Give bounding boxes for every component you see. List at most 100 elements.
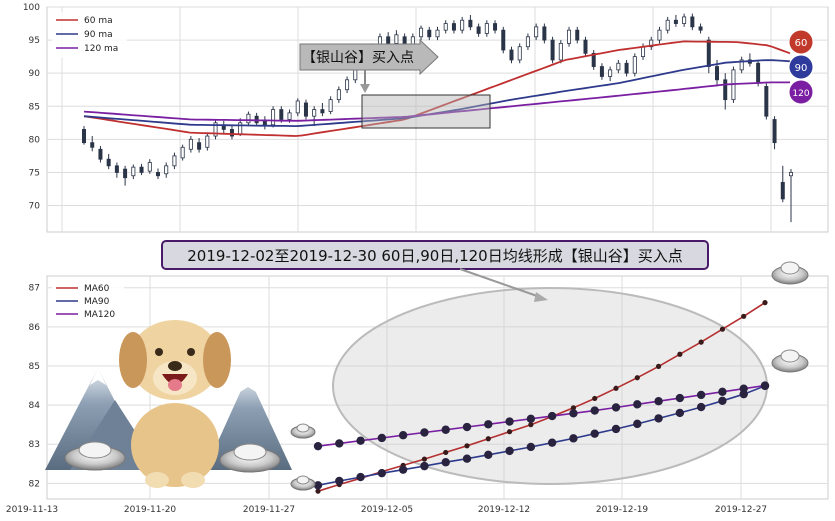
y-tick-label: 85 xyxy=(29,102,40,112)
candle xyxy=(608,66,613,82)
data-point-ma90 xyxy=(696,402,706,412)
y-tick-label: 84 xyxy=(29,401,41,411)
top-legend: 60 ma 90 ma 120 ma xyxy=(52,12,127,58)
ma-badges: 60 90 120 xyxy=(788,29,814,105)
candle xyxy=(698,23,703,34)
data-point-ma60 xyxy=(443,449,449,456)
candle xyxy=(649,36,654,51)
candle xyxy=(706,36,711,74)
data-point-ma90 xyxy=(718,396,727,406)
candle xyxy=(476,23,481,37)
ma-zoom-lines xyxy=(313,300,770,494)
data-point-ma90 xyxy=(526,442,536,452)
candle xyxy=(591,50,596,70)
data-point-ma90 xyxy=(611,424,621,434)
candle xyxy=(205,132,210,151)
x-tick-label: 2019-12-12 xyxy=(478,505,530,515)
data-point-ma120 xyxy=(569,409,578,418)
moving-average-lines xyxy=(83,40,791,137)
highlight-ellipse xyxy=(332,287,768,485)
candle xyxy=(114,162,119,178)
candle xyxy=(764,83,769,120)
candle xyxy=(443,20,448,34)
x-tick-label: 2019-12-19 xyxy=(596,505,649,515)
candle xyxy=(345,76,350,94)
buy-point-box xyxy=(361,94,491,129)
y-tick-label: 82 xyxy=(29,479,40,489)
candle xyxy=(221,120,226,135)
data-point-ma60 xyxy=(719,326,726,332)
candle xyxy=(435,26,440,41)
candle xyxy=(312,106,317,127)
candle xyxy=(172,152,177,170)
data-point-ma120 xyxy=(590,406,599,415)
y-tick-label: 83 xyxy=(29,440,40,450)
badge-90-label: 90 xyxy=(795,63,808,74)
y-tick-label: 70 xyxy=(29,202,41,212)
candlestick-panel: 70 75 80 85 90 95 100 【银山谷】买入点 60 ma 90 ma 120… xyxy=(23,3,829,233)
legend-label-ma120: MA120 xyxy=(84,310,115,320)
data-point-ma90 xyxy=(356,472,365,482)
candle xyxy=(517,43,522,64)
data-point-ma120 xyxy=(441,425,450,434)
candle xyxy=(616,59,621,74)
data-point-ma120 xyxy=(526,414,536,423)
candle xyxy=(427,26,432,41)
data-point-ma60 xyxy=(613,385,619,391)
data-point-ma90 xyxy=(398,465,408,474)
candle xyxy=(723,73,728,110)
ma120-line xyxy=(83,81,790,122)
candle xyxy=(460,16,465,34)
data-point-ma90 xyxy=(484,450,493,459)
data-point-ma120 xyxy=(335,439,344,448)
buy-point-label: 【银山谷】买入点 xyxy=(302,50,414,66)
data-point-ma120 xyxy=(739,384,748,393)
silver-ingot-icon xyxy=(290,475,316,491)
data-point-ma120 xyxy=(505,417,514,426)
candle xyxy=(139,163,144,176)
series-line-ma60 xyxy=(317,301,766,492)
candle xyxy=(739,56,744,74)
data-point-ma60 xyxy=(677,351,683,357)
badge-60-label: 60 xyxy=(795,38,808,49)
ma60-line xyxy=(83,40,791,137)
candle xyxy=(90,136,95,152)
badge-120-label: 120 xyxy=(792,89,809,99)
candle xyxy=(336,86,341,103)
candle xyxy=(509,46,514,64)
silver-ingot-icon xyxy=(771,349,809,373)
candle xyxy=(542,23,547,44)
y-tick-label: 85 xyxy=(29,362,40,372)
candle xyxy=(468,14,473,31)
y-tick-label: 87 xyxy=(29,284,40,294)
badge-120 xyxy=(788,79,814,105)
candle xyxy=(106,153,111,170)
data-point-ma90 xyxy=(633,419,642,429)
candle xyxy=(534,23,539,41)
data-point-ma60 xyxy=(634,375,640,381)
candle xyxy=(632,53,637,77)
data-point-ma60 xyxy=(592,395,598,402)
candle xyxy=(155,168,160,180)
candle xyxy=(419,25,424,41)
data-point-ma120 xyxy=(377,433,387,443)
top-gridlines xyxy=(47,6,828,232)
candle xyxy=(789,169,794,223)
candle xyxy=(567,26,572,47)
top-y-axis-ticks: 70 75 80 85 90 95 100 xyxy=(23,3,40,212)
data-point-ma60 xyxy=(655,363,662,369)
bottom-gridlines xyxy=(47,276,828,499)
candle xyxy=(213,119,218,140)
candle xyxy=(772,116,777,150)
top-plot-area xyxy=(46,6,829,233)
candle xyxy=(320,102,325,117)
silver-ingot-icon xyxy=(771,261,809,285)
candle xyxy=(484,20,489,37)
candle xyxy=(131,164,136,180)
y-tick-label: 95 xyxy=(29,36,40,46)
candle xyxy=(583,36,588,57)
data-point-ma120 xyxy=(654,396,663,406)
candle xyxy=(690,13,695,31)
